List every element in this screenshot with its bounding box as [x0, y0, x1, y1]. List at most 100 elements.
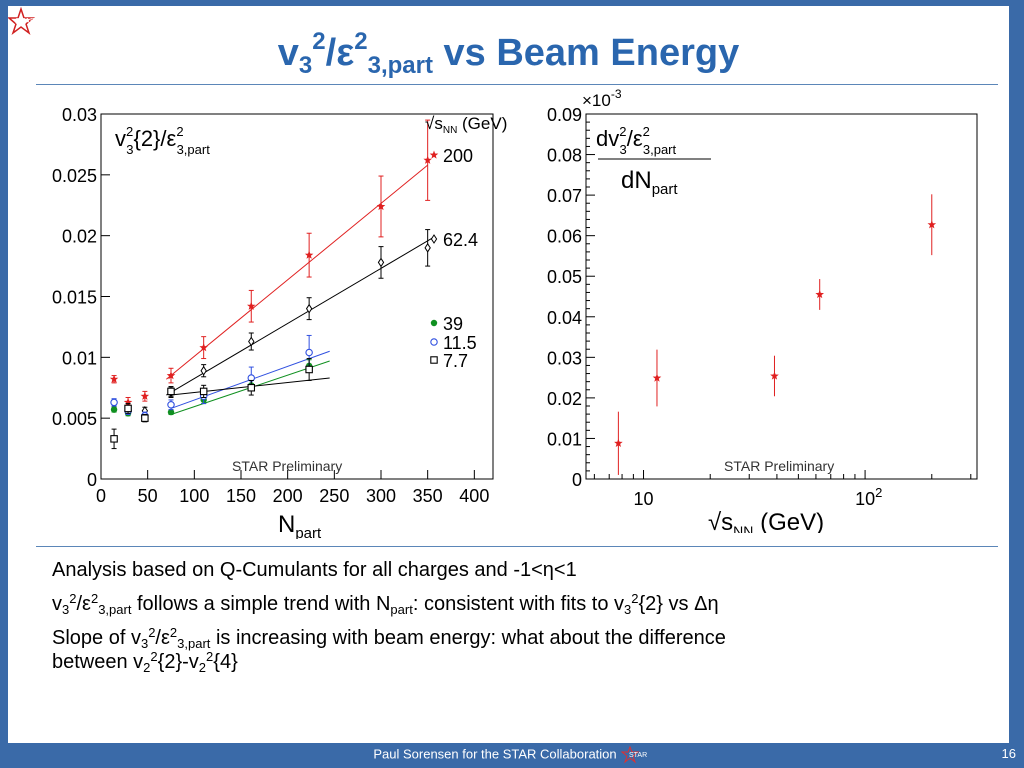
data-point	[424, 242, 431, 253]
data-point	[305, 303, 313, 314]
y-tick-label: 0.09	[547, 105, 582, 125]
data-point	[124, 404, 132, 413]
data-point	[305, 348, 313, 357]
y-axis-label-denominator: dNpart	[621, 167, 678, 198]
y-tick-label: 0.07	[547, 186, 582, 206]
page-title: v32/ε23,part vs Beam Energy	[277, 28, 740, 79]
data-point	[166, 371, 176, 380]
y-tick-label: 0.01	[547, 429, 582, 449]
x-tick-label: 10	[634, 489, 654, 509]
y-tick-label: 0.03	[547, 348, 582, 368]
x-tick-label: 300	[366, 486, 396, 506]
star-logo-icon: STAR	[8, 6, 36, 36]
watermark: STAR Preliminary	[724, 458, 834, 474]
legend-marker	[429, 150, 439, 159]
plot-area	[585, 113, 978, 480]
x-tick-label: 102	[855, 485, 882, 509]
data-point	[167, 401, 175, 409]
y-tick-label: 0	[87, 470, 97, 490]
y-tick-label: 0.02	[547, 389, 582, 409]
bullet-3: Slope of v32/ε23,part is increasing with…	[52, 625, 726, 675]
data-point	[304, 250, 314, 259]
data-point	[248, 336, 255, 347]
data-point	[652, 373, 662, 382]
fit-line	[166, 164, 428, 380]
x-axis-label: √sNN (GeV)	[708, 509, 824, 533]
legend-marker	[430, 319, 438, 327]
data-point	[815, 290, 824, 299]
y-tick-label: 0.03	[62, 105, 97, 125]
y-tick-label: 0.05	[547, 267, 582, 287]
data-point	[377, 257, 385, 268]
x-ticks: 10 102	[593, 470, 972, 509]
data-point	[110, 406, 118, 413]
x-tick-label: 50	[138, 486, 158, 506]
x-tick-label: 0	[96, 486, 106, 506]
data-point	[110, 398, 118, 407]
bullet-1: Analysis based on Q-Cumulants for all ch…	[52, 559, 577, 581]
y-tick-label: 0.08	[547, 146, 582, 166]
data-points	[109, 119, 432, 450]
data-point	[614, 438, 623, 447]
star-logo-icon: STAR	[620, 746, 647, 764]
data-point	[247, 383, 256, 392]
x-ticks: 0 50 100 150 200 250 300 350 400	[96, 470, 489, 506]
x-tick-label: 200	[273, 486, 303, 506]
x-axis-label: Npart	[278, 511, 322, 539]
y-axis-label: v2 3{2}/ε2 3,part	[115, 124, 210, 157]
x-tick-label: 400	[459, 486, 489, 506]
legend-marker	[430, 356, 438, 364]
legend-title: √sNN (GeV)	[425, 114, 507, 136]
data-point	[167, 408, 175, 416]
data-point	[927, 220, 937, 229]
legend-marker	[430, 234, 438, 244]
x-tick-label: 250	[319, 486, 349, 506]
plot-area	[100, 113, 494, 480]
y-ticks: 0 0.005 0.01 0.015 0.02 0.025 0.03	[52, 105, 110, 490]
data-point	[770, 371, 779, 380]
legend-label: 62.4	[443, 230, 478, 250]
logo-text: STAR	[15, 17, 36, 26]
y-axis-label-numerator: dv2 3/ε2 3,part	[596, 124, 677, 157]
data-point	[247, 301, 256, 310]
footer-logo-text: STAR	[629, 752, 647, 759]
footer: Paul Sorensen for the STAR Collaboration…	[0, 746, 1024, 766]
data-point	[200, 365, 207, 376]
data-point	[167, 387, 175, 396]
y-tick-label: 0.06	[547, 227, 582, 247]
x-tick-label: 150	[226, 486, 256, 506]
axis-multiplier: ×10-3	[582, 88, 622, 110]
bullet-2: v32/ε23,part follows a simple trend with…	[52, 591, 719, 617]
y-tick-label: 0.01	[62, 348, 97, 368]
data-point	[140, 391, 150, 400]
y-tick-label: 0.015	[52, 288, 97, 308]
content-divider	[36, 546, 998, 547]
data-point	[110, 435, 118, 443]
data-point	[141, 414, 149, 422]
watermark: STAR Preliminary	[232, 458, 342, 474]
data-points	[614, 194, 937, 475]
data-point	[423, 155, 432, 164]
legend-label: 11.5	[443, 333, 477, 353]
data-point	[109, 374, 119, 383]
y-tick-label: 0	[572, 470, 582, 490]
chart-slope-vs-energy: 0 0.01 0.02 0.03 0.04 0.05 0.06 0.07 0.08 0.09 10…	[547, 88, 978, 533]
bullet-list: Analysis based on Q-Cumulants for all ch…	[52, 558, 992, 684]
page-number: 16	[1001, 746, 1016, 761]
x-tick-label: 350	[413, 486, 443, 506]
y-tick-label: 0.02	[62, 227, 97, 247]
data-point	[199, 387, 208, 396]
title-divider	[36, 84, 998, 85]
legend-label: 39	[443, 314, 463, 334]
legend-label: 7.7	[443, 351, 468, 371]
y-tick-label: 0.005	[52, 409, 97, 429]
chart-v3-vs-npart: 0 0.005 0.01 0.015 0.02 0.025 0.03 0 50 100 150 20…	[52, 105, 507, 539]
y-tick-label: 0.025	[52, 166, 97, 186]
slide: STAR v32/ε23,part vs Beam Energy 0 0.005 0…	[8, 6, 1009, 743]
legend-label: 200	[443, 146, 473, 166]
legend-marker	[430, 338, 438, 346]
y-ticks: 0 0.01 0.02 0.03 0.04 0.05 0.06 0.07 0.08 0.09	[547, 105, 595, 490]
y-tick-label: 0.04	[547, 308, 582, 328]
footer-text: Paul Sorensen for the STAR Collaboration	[373, 746, 617, 762]
